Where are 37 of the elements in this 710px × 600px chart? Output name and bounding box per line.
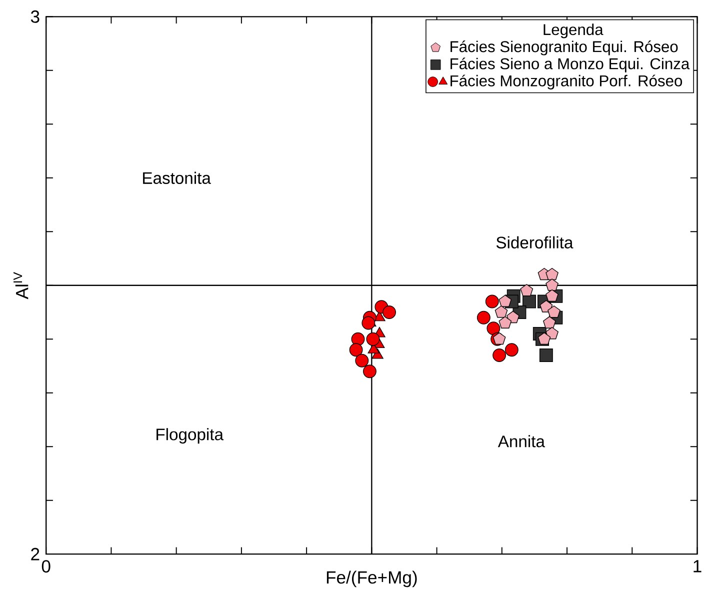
point [362,316,376,330]
point [520,284,534,296]
point [498,294,512,307]
annotation: Flogopita [156,428,224,444]
point [546,289,558,302]
point [504,343,518,356]
annotation: Annita [498,435,545,448]
legend-label: Fácies Monzogranito Porf. Róseo [450,74,682,90]
x-tick-label: 1 [694,560,702,572]
annotation: Eastonita [143,172,211,184]
point [486,322,500,335]
x-axis-title: Fe/(Fe+Mg) [326,570,417,588]
point [494,305,508,318]
point [366,332,380,346]
point [492,348,506,362]
x-tick-label: 0 [42,560,50,572]
y-tick-label: 2 [31,548,40,560]
point [349,343,363,356]
legend-label: Fácies Sienogranito Equi. Róseo [450,40,678,56]
point [543,316,556,328]
y-axis-title: Al$^{IV}$ [14,272,28,300]
point [546,278,558,291]
point [539,348,553,362]
point [540,300,553,312]
annotation: Siderofilita [496,236,574,248]
point [498,316,512,328]
point [382,305,396,319]
point [485,294,499,308]
point [355,354,369,368]
point [351,332,365,346]
legend-label: Fácies Sieno a Monzo Equi. Cinza [450,58,690,72]
legend-title: Legenda [544,24,604,38]
point [363,364,376,378]
y-tick-label: 3 [30,10,40,23]
point [548,305,560,318]
point [546,268,558,280]
point [476,310,490,324]
